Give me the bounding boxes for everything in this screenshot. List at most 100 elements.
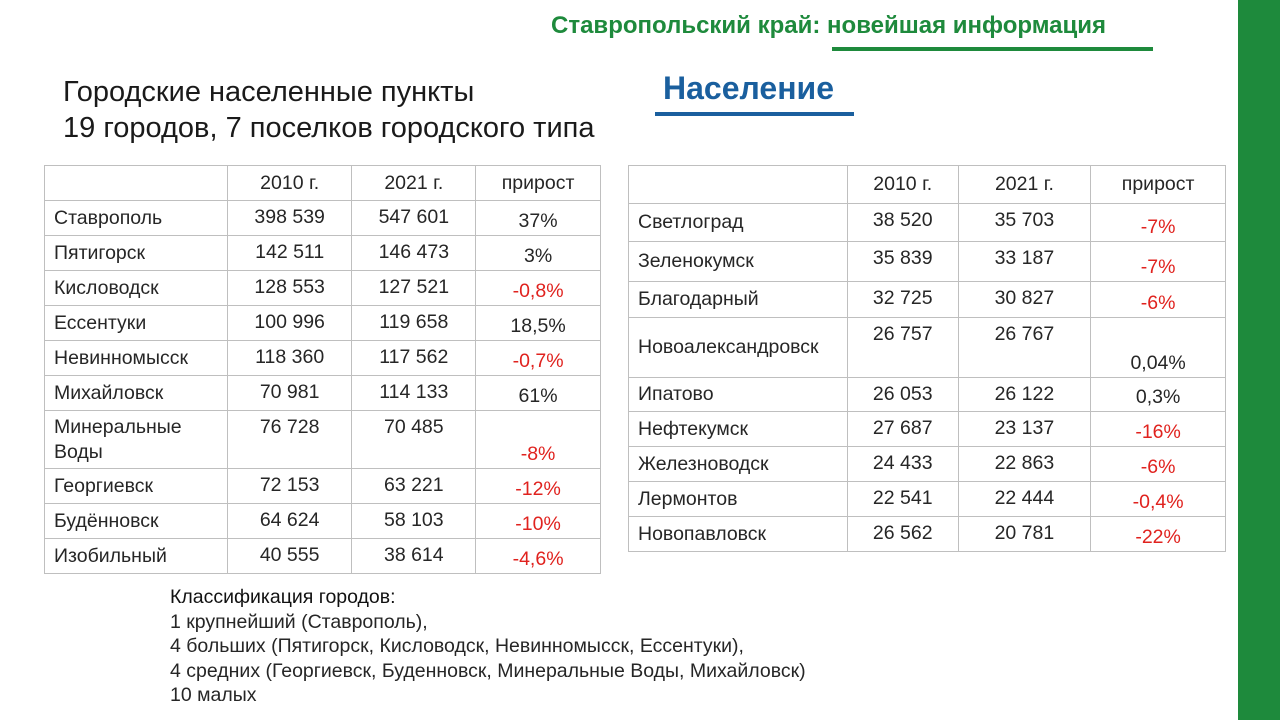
value-2010-cell: 76 728	[226, 410, 353, 469]
growth-cell: -7%	[1090, 203, 1226, 242]
header-cell-city	[628, 165, 848, 204]
growth-cell: -16%	[1090, 411, 1226, 447]
value-2021-cell: 127 521	[351, 270, 477, 306]
growth-cell: -7%	[1090, 241, 1226, 282]
city-cell: Минеральные Воды	[44, 410, 228, 469]
growth-cell: 61%	[475, 375, 601, 411]
table-row: Георгиевск 72 153 63 221 -12%	[44, 468, 601, 504]
header-cell-2021: 2021 г.	[957, 165, 1092, 204]
header-cell-2010: 2010 г.	[846, 165, 959, 204]
value-2010-cell: 118 360	[226, 340, 353, 376]
city-cell: Ессентуки	[44, 305, 228, 341]
section-underline	[655, 112, 854, 116]
growth-cell: 18,5%	[475, 305, 601, 341]
growth-cell: 3%	[475, 235, 601, 271]
city-cell: Ипатово	[628, 377, 848, 412]
table-row: Минеральные Воды 76 728 70 485 -8%	[44, 410, 601, 469]
city-cell: Лермонтов	[628, 481, 848, 517]
header-cell-2021: 2021 г.	[351, 165, 477, 201]
table-row: Михайловск 70 981 114 133 61%	[44, 375, 601, 411]
value-2021-cell: 58 103	[351, 503, 477, 539]
value-2010-cell: 27 687	[846, 411, 959, 447]
table-row: Пятигорск 142 511 146 473 3%	[44, 235, 601, 271]
growth-cell: -6%	[1090, 281, 1226, 318]
notes-line: 4 больших (Пятигорск, Кисловодск, Невинн…	[170, 635, 744, 657]
table-header-row: 2010 г. 2021 г. прирост	[628, 165, 1226, 204]
value-2010-cell: 72 153	[226, 468, 353, 504]
value-2010-cell: 70 981	[226, 375, 353, 411]
notes-line: 4 средних (Георгиевск, Буденновск, Минер…	[170, 659, 806, 682]
growth-cell: 0,04%	[1090, 317, 1226, 378]
city-cell: Георгиевск	[44, 468, 228, 504]
growth-cell: -8%	[475, 410, 601, 469]
value-2010-cell: 26 053	[846, 377, 959, 412]
value-2021-cell: 33 187	[957, 241, 1092, 282]
growth-cell: 37%	[475, 200, 601, 236]
value-2021-cell: 26 122	[957, 377, 1092, 412]
value-2021-cell: 26 767	[957, 317, 1092, 378]
value-2021-cell: 23 137	[957, 411, 1092, 447]
value-2010-cell: 398 539	[226, 200, 353, 236]
value-2021-cell: 22 863	[957, 446, 1092, 482]
table-row: Кисловодск 128 553 127 521 -0,8%	[44, 270, 601, 306]
notes-line: 10 малых	[170, 684, 257, 706]
table-row: Светлоград 38 520 35 703 -7%	[628, 203, 1226, 242]
city-cell: Железноводск	[628, 446, 848, 482]
table-row: Ставрополь 398 539 547 601 37%	[44, 200, 601, 236]
notes-heading: Классификация городов:	[170, 586, 396, 608]
header-title: Ставропольский край: новейшая информация	[551, 12, 1106, 39]
value-2021-cell: 22 444	[957, 481, 1092, 517]
value-2021-cell: 70 485	[351, 410, 477, 469]
section-title: Население	[663, 70, 834, 106]
value-2010-cell: 24 433	[846, 446, 959, 482]
table-row: Изобильный 40 555 38 614 -4,6%	[44, 538, 601, 574]
value-2010-cell: 38 520	[846, 203, 959, 242]
value-2021-cell: 20 781	[957, 516, 1092, 552]
city-cell: Светлоград	[628, 203, 848, 242]
city-cell: Кисловодск	[44, 270, 228, 306]
header-cell-growth: прирост	[475, 165, 601, 201]
table-row: Невинномысск 118 360 117 562 -0,7%	[44, 340, 601, 376]
value-2021-cell: 63 221	[351, 468, 477, 504]
table-row: Будённовск 64 624 58 103 -10%	[44, 503, 601, 539]
city-cell: Михайловск	[44, 375, 228, 411]
header-cell-growth: прирост	[1090, 165, 1226, 204]
growth-cell: -0,8%	[475, 270, 601, 306]
value-2010-cell: 128 553	[226, 270, 353, 306]
city-cell: Изобильный	[44, 538, 228, 574]
value-2021-cell: 119 658	[351, 305, 477, 341]
header-cell-city	[44, 165, 228, 201]
table-row: Ессентуки 100 996 119 658 18,5%	[44, 305, 601, 341]
city-classification-notes: Классификация городов: 1 крупнейший (Ста…	[170, 585, 806, 708]
population-table-right: 2010 г. 2021 г. прирост Светлоград 38 520…	[628, 165, 1226, 552]
subtitle: Городские населенные пункты 19 городов, …	[63, 74, 594, 146]
value-2021-cell: 35 703	[957, 203, 1092, 242]
growth-cell: -22%	[1090, 516, 1226, 552]
value-2010-cell: 100 996	[226, 305, 353, 341]
value-2010-cell: 40 555	[226, 538, 353, 574]
table-header-row: 2010 г. 2021 г. прирост	[44, 165, 601, 201]
growth-cell: -0,7%	[475, 340, 601, 376]
subtitle-line-1: Городские населенные пункты	[63, 76, 475, 108]
table-row: Зеленокумск 35 839 33 187 -7%	[628, 241, 1226, 282]
city-cell: Благодарный	[628, 281, 848, 318]
city-cell: Будённовск	[44, 503, 228, 539]
header-underline	[832, 47, 1153, 51]
value-2021-cell: 117 562	[351, 340, 477, 376]
city-cell: Ставрополь	[44, 200, 228, 236]
city-cell: Невинномысск	[44, 340, 228, 376]
value-2021-cell: 547 601	[351, 200, 477, 236]
value-2010-cell: 26 757	[846, 317, 959, 378]
city-cell: Нефтекумск	[628, 411, 848, 447]
value-2010-cell: 26 562	[846, 516, 959, 552]
value-2010-cell: 35 839	[846, 241, 959, 282]
table-row: Благодарный 32 725 30 827 -6%	[628, 281, 1226, 318]
table-row: Новопавловск 26 562 20 781 -22%	[628, 516, 1226, 552]
value-2010-cell: 64 624	[226, 503, 353, 539]
growth-cell: -10%	[475, 503, 601, 539]
value-2010-cell: 32 725	[846, 281, 959, 318]
value-2021-cell: 114 133	[351, 375, 477, 411]
header-cell-2010: 2010 г.	[226, 165, 353, 201]
city-cell: Пятигорск	[44, 235, 228, 271]
growth-cell: -0,4%	[1090, 481, 1226, 517]
